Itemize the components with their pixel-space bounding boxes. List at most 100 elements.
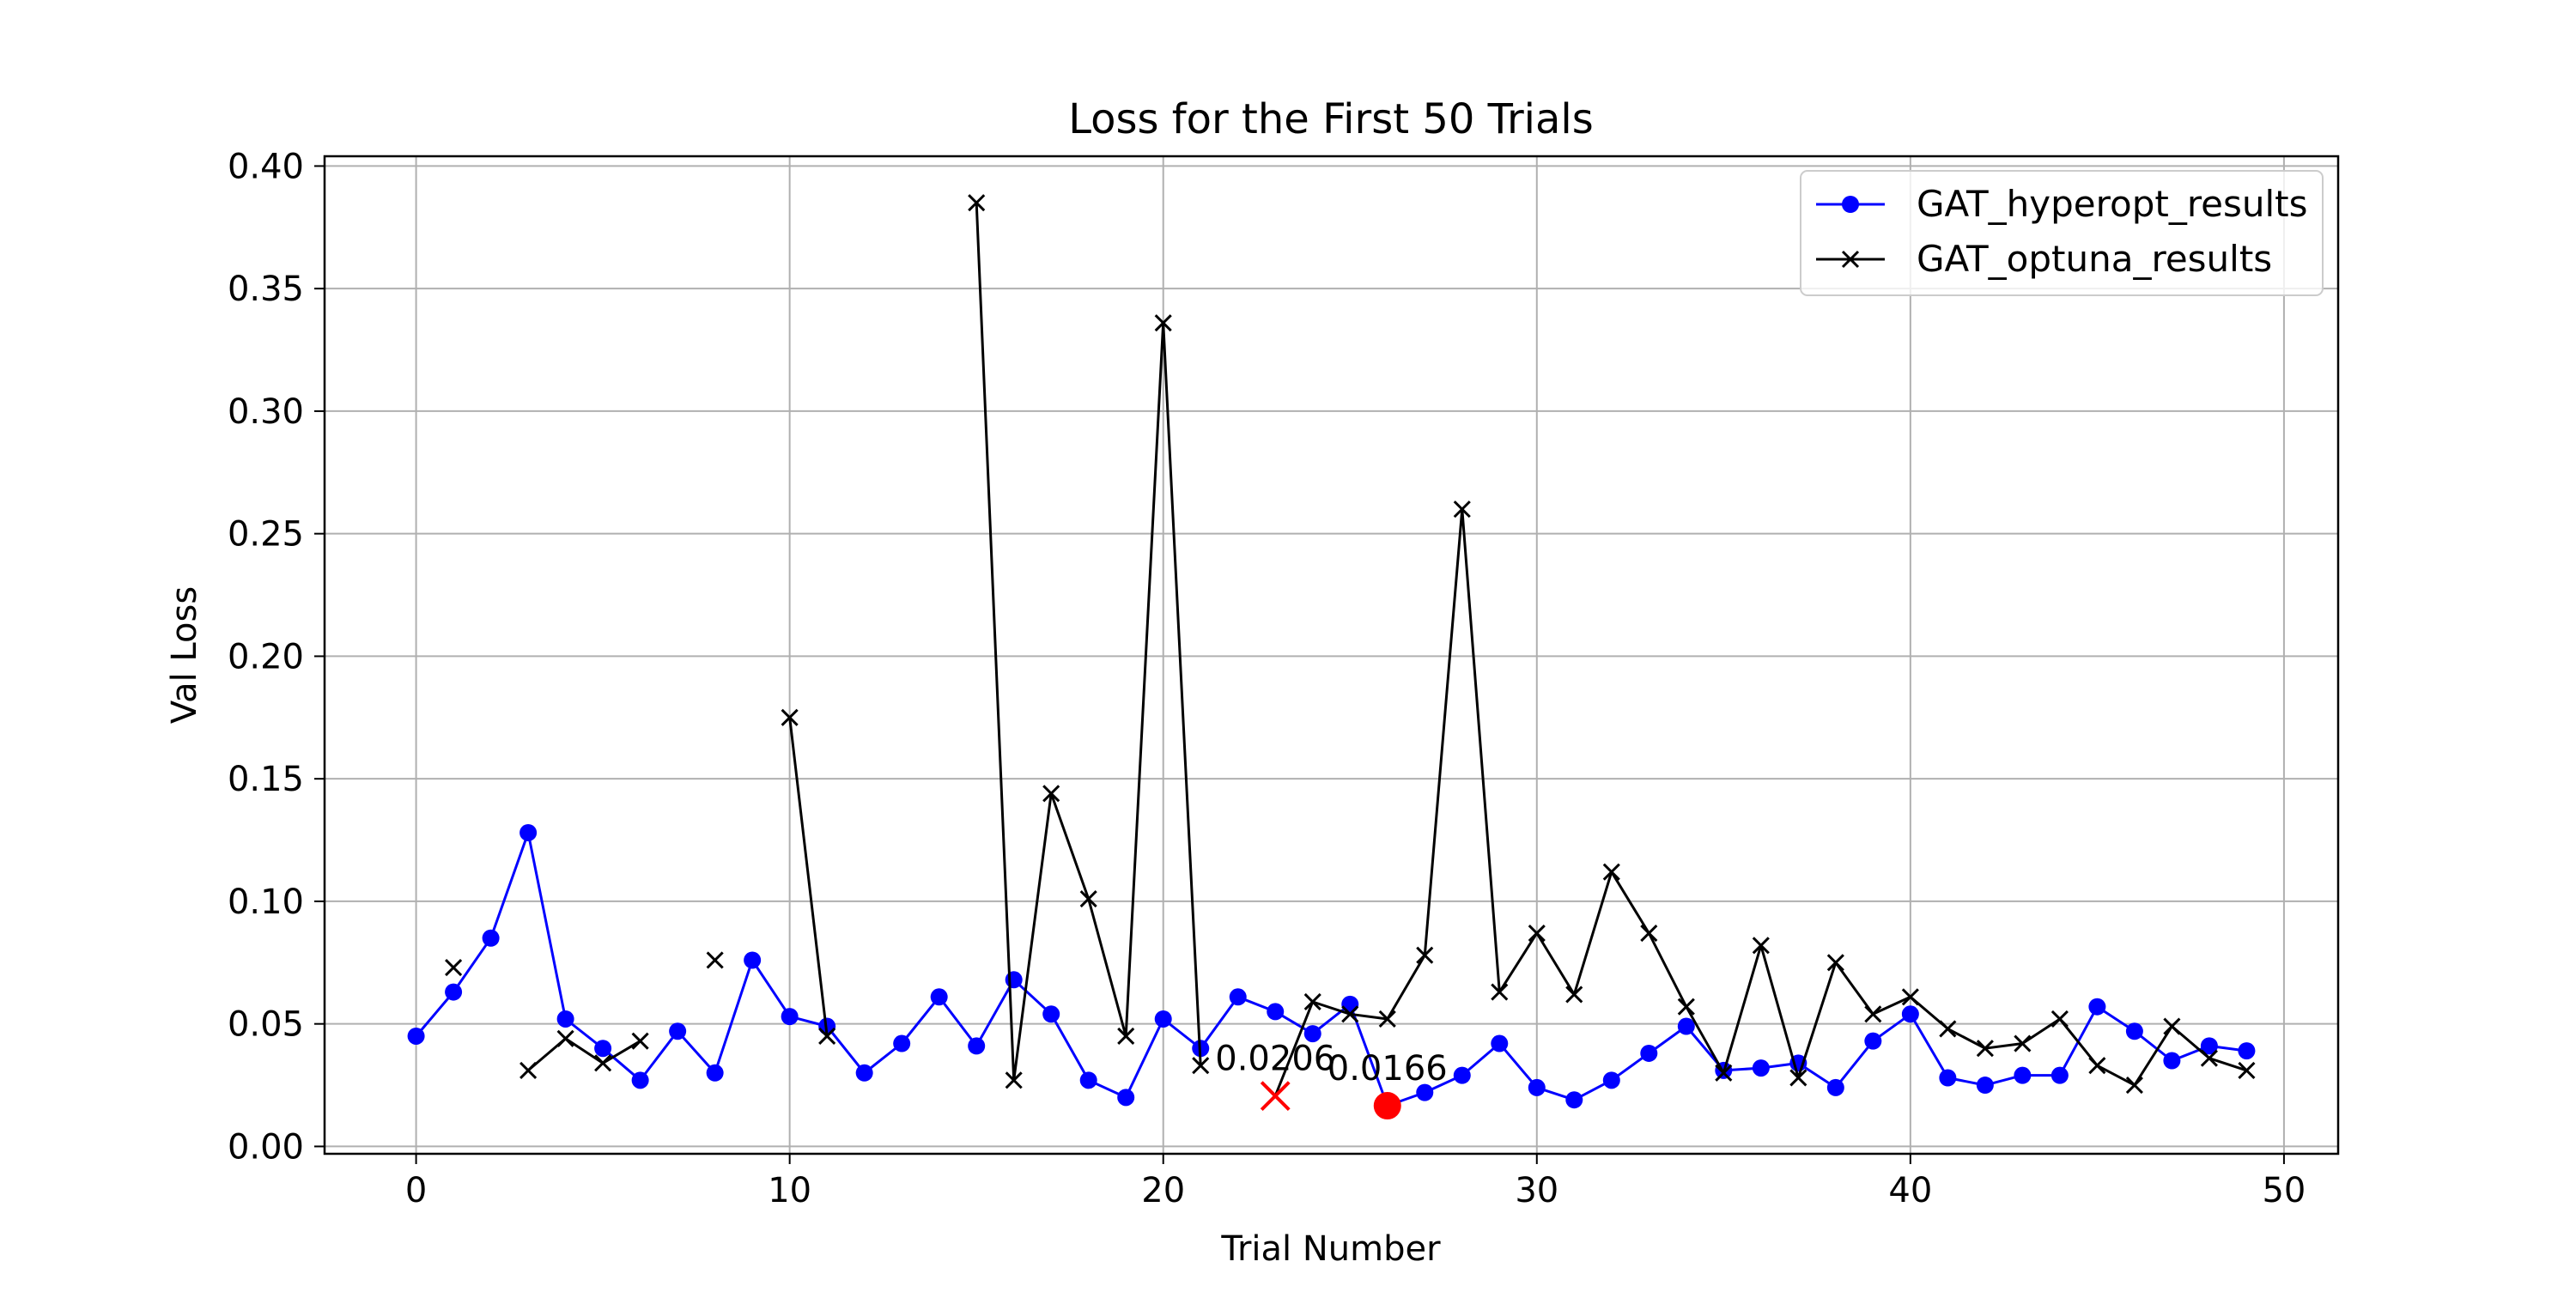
data-point	[1453, 1066, 1471, 1084]
data-point	[556, 1029, 574, 1047]
data-point	[1229, 988, 1247, 1006]
data-point-stroke	[445, 958, 463, 977]
data-point	[1005, 971, 1023, 989]
data-point	[1079, 890, 1097, 908]
data-point	[1602, 863, 1620, 881]
data-point	[744, 951, 762, 969]
data-point-stroke	[2014, 1034, 2032, 1052]
y-tick-label: 0.30	[228, 392, 304, 432]
data-point	[1341, 995, 1359, 1013]
data-point-stroke	[519, 1061, 538, 1079]
data-point	[1976, 1077, 1994, 1095]
data-point	[968, 1037, 986, 1055]
data-point	[781, 708, 799, 726]
data-point	[556, 1010, 574, 1028]
data-point	[594, 1040, 612, 1058]
data-point-stroke	[1864, 1005, 1882, 1023]
data-point	[445, 983, 463, 1001]
data-point	[706, 1064, 724, 1082]
data-point-stroke	[1752, 937, 1770, 955]
data-point	[2125, 1076, 2143, 1095]
data-point	[2014, 1066, 2032, 1084]
data-point	[1677, 1017, 1695, 1035]
data-point	[2163, 1017, 2181, 1035]
data-point	[2088, 1057, 2106, 1075]
data-point	[1752, 1059, 1770, 1077]
data-point	[519, 1061, 538, 1079]
data-point-stroke	[818, 1027, 836, 1046]
y-tick-label: 0.20	[228, 637, 304, 676]
data-point	[1901, 1005, 1919, 1023]
data-point	[1303, 992, 1321, 1011]
data-point	[2163, 1052, 2181, 1070]
legend: GAT_hyperopt_results GAT_optuna_results	[1800, 170, 2324, 296]
data-point	[1117, 1027, 1135, 1046]
data-point-stroke	[2088, 1057, 2106, 1075]
data-point	[1303, 1025, 1321, 1043]
data-point	[1416, 946, 1434, 964]
legend-marker-optuna	[1841, 250, 1860, 269]
data-point	[2200, 1037, 2218, 1055]
best-point-label: 0.0206	[1215, 1040, 1335, 1079]
data-point	[445, 958, 463, 977]
data-point-stroke	[1901, 988, 1919, 1006]
data-point	[1789, 1069, 1807, 1087]
x-tick-label: 30	[1515, 1171, 1558, 1210]
data-point	[1640, 924, 1658, 943]
data-point-stroke	[1378, 1010, 1396, 1028]
data-point-stroke	[2163, 1017, 2181, 1035]
data-point-stroke	[1079, 890, 1097, 908]
data-point	[1901, 988, 1919, 1006]
best-point-marker	[1373, 1092, 1401, 1120]
series-line-gat-optuna-results	[527, 1037, 641, 1072]
data-point	[1640, 1044, 1658, 1062]
y-tick-label: 0.25	[228, 515, 304, 555]
y-tick-label: 0.10	[228, 883, 304, 922]
best-point-cross	[1260, 1081, 1291, 1112]
legend-box	[1800, 170, 2324, 296]
data-point	[2050, 1010, 2069, 1028]
data-point	[1192, 1057, 1210, 1075]
y-tick-label: 0.15	[228, 760, 304, 799]
data-point	[2050, 1066, 2069, 1084]
data-point-stroke	[1826, 954, 1844, 972]
data-point-stroke	[1005, 1071, 1023, 1089]
data-point	[1267, 1003, 1285, 1021]
x-axis-title: Trial Number	[1220, 1229, 1441, 1269]
data-point	[1864, 1032, 1882, 1050]
data-point	[669, 1022, 687, 1040]
data-point	[1528, 1078, 1546, 1096]
data-point	[594, 1054, 612, 1072]
y-axis-title: Val Loss	[165, 586, 204, 724]
data-point	[781, 1008, 799, 1026]
series-line-gat-hyperopt-results	[415, 831, 2247, 1107]
data-point-stroke	[1192, 1057, 1210, 1075]
data-point-stroke	[2238, 1061, 2256, 1079]
data-point	[893, 1034, 911, 1052]
data-point	[1939, 1020, 1957, 1038]
x-tick-label: 40	[1888, 1171, 1932, 1210]
best-point-dot	[1373, 1092, 1401, 1120]
data-point	[482, 929, 500, 947]
data-point	[1715, 1064, 1733, 1082]
data-point-stroke	[631, 1032, 649, 1050]
data-point	[1154, 314, 1172, 332]
data-point-stroke	[1117, 1027, 1135, 1046]
data-point	[2238, 1042, 2256, 1060]
data-point	[1341, 1005, 1359, 1023]
data-point	[1976, 1040, 1994, 1058]
data-point	[1117, 1089, 1135, 1107]
data-point	[1677, 998, 1695, 1016]
data-point	[855, 1064, 873, 1082]
y-tick-label: 0.40	[228, 147, 304, 186]
data-point-stroke	[1341, 1005, 1359, 1023]
data-point-stroke	[1602, 863, 1620, 881]
data-point-stroke	[1677, 998, 1695, 1016]
data-point	[706, 951, 724, 969]
data-point	[1565, 1091, 1583, 1109]
data-point-stroke	[1939, 1020, 1957, 1038]
y-tick-label: 0.05	[228, 1005, 304, 1045]
data-point-stroke	[781, 708, 799, 726]
